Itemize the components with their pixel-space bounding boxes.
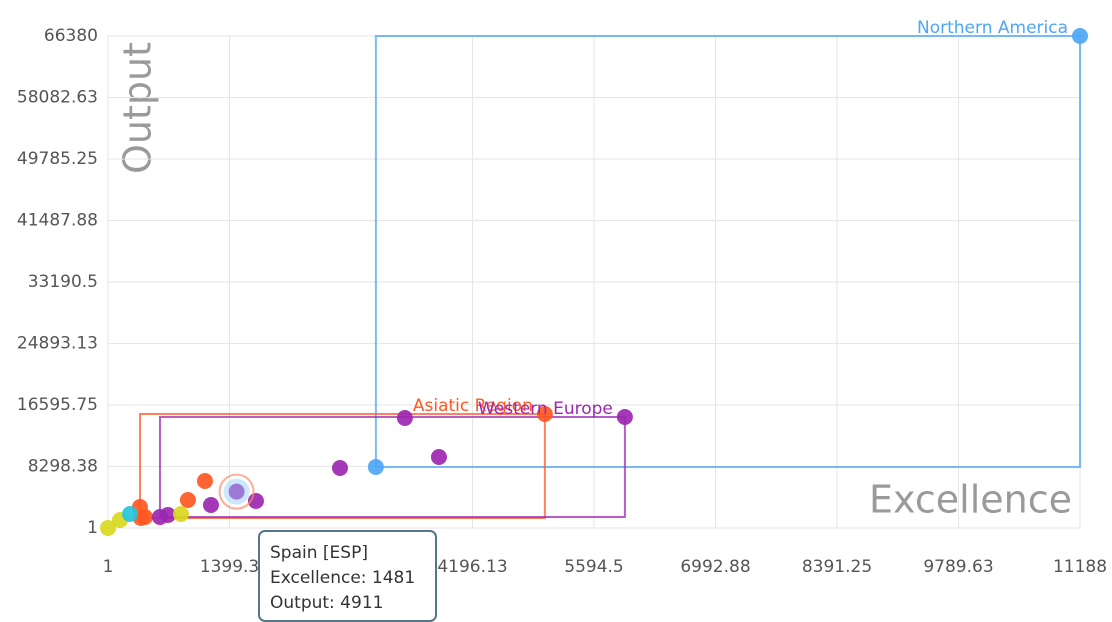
x-tick-label: 4196.13 bbox=[437, 557, 507, 577]
point bbox=[367, 458, 384, 475]
tooltip-line: Output: 4911 bbox=[270, 593, 383, 613]
x-tick-label: 9789.63 bbox=[923, 557, 993, 577]
x-tick-label: 8391.25 bbox=[802, 557, 872, 577]
y-tick-label: 1 bbox=[87, 518, 98, 538]
tooltip-box bbox=[258, 530, 437, 622]
y-axis-title: Output bbox=[116, 42, 160, 174]
y-tick-label: 24893.13 bbox=[17, 333, 98, 353]
x-tick-label: 5594.5 bbox=[564, 557, 623, 577]
tooltip-title: Spain [ESP] bbox=[270, 543, 368, 563]
region-label: Northern America bbox=[917, 18, 1068, 38]
y-tick-label: 49785.25 bbox=[17, 149, 98, 169]
region-label: Western Europe bbox=[478, 399, 613, 419]
y-tick-label: 66380 bbox=[44, 26, 98, 46]
point bbox=[331, 459, 348, 476]
x-tick-label: 6992.88 bbox=[680, 557, 750, 577]
x-tick-label: 1399.3 bbox=[200, 557, 259, 577]
y-tick-label: 33190.5 bbox=[28, 272, 98, 292]
point bbox=[228, 483, 245, 500]
point bbox=[1072, 28, 1088, 44]
tooltip-line: Excellence: 1481 bbox=[270, 568, 415, 588]
point bbox=[121, 505, 138, 522]
x-tick-label: 11188 bbox=[1053, 557, 1107, 577]
region-box bbox=[374, 35, 1081, 468]
region-label: Asiatic Region bbox=[413, 396, 533, 416]
region-box bbox=[138, 412, 546, 520]
point bbox=[100, 520, 116, 536]
highlight-halo bbox=[218, 473, 255, 510]
point bbox=[536, 405, 553, 422]
x-tick-label: 1 bbox=[103, 557, 114, 577]
point bbox=[202, 497, 219, 514]
y-tick-label: 58082.63 bbox=[17, 87, 98, 107]
highlight-halo bbox=[223, 478, 250, 505]
point bbox=[430, 448, 447, 465]
y-tick-label: 41487.88 bbox=[17, 210, 98, 230]
x-axis-title: Excellence bbox=[869, 478, 1072, 522]
y-tick-label: 16595.75 bbox=[17, 395, 98, 415]
point bbox=[616, 408, 633, 425]
point bbox=[179, 491, 196, 508]
point bbox=[196, 472, 213, 489]
tooltip: Spain [ESP] Excellence: 1481 Output: 4911 bbox=[258, 530, 437, 622]
point bbox=[159, 506, 176, 523]
point bbox=[172, 505, 189, 522]
y-tick-label: 8298.38 bbox=[28, 456, 98, 476]
point bbox=[396, 409, 413, 426]
region-box bbox=[158, 415, 626, 519]
